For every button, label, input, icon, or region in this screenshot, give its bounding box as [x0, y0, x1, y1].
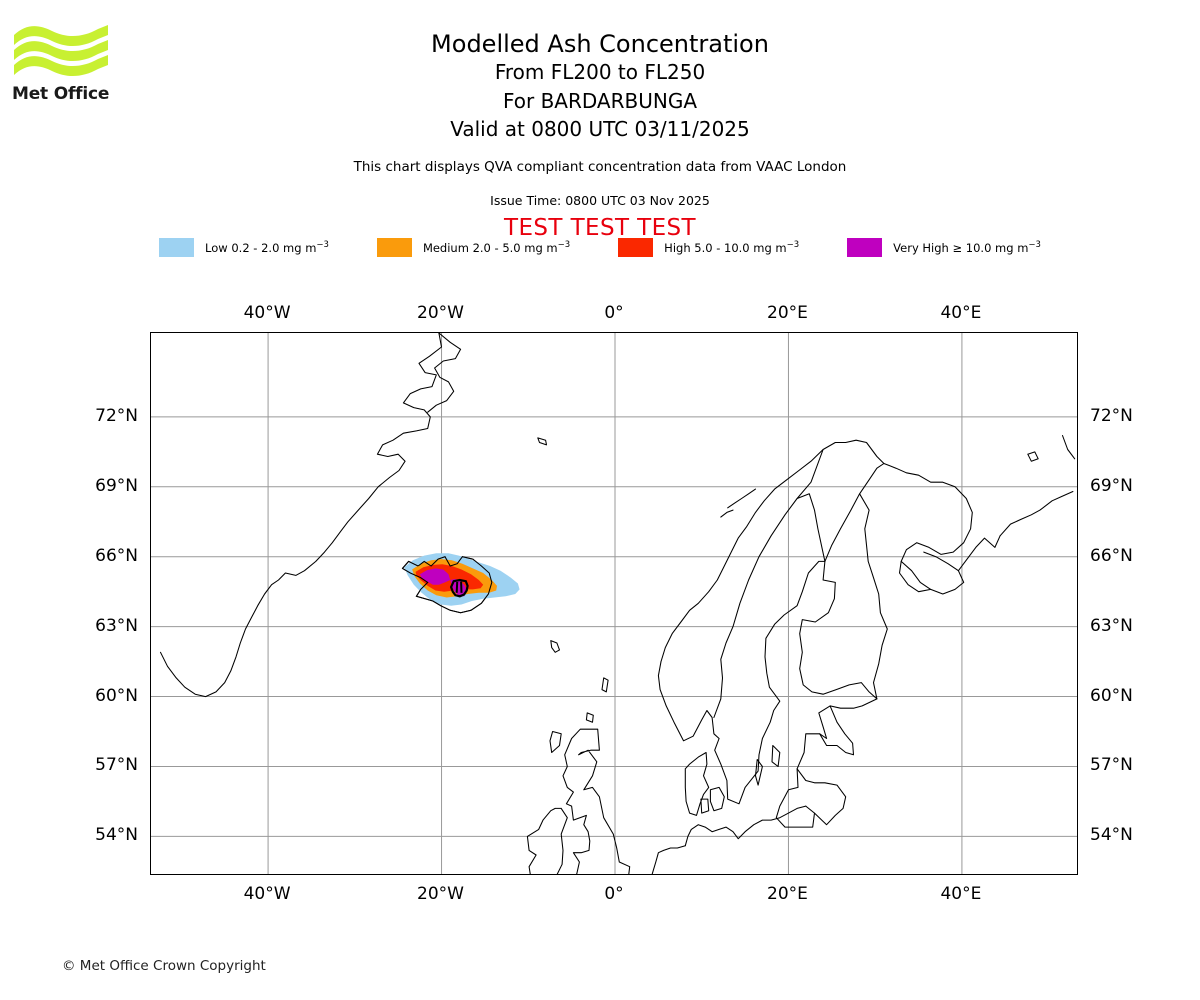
- legend-swatch-medium: [376, 238, 412, 257]
- lat-label-left-1: 69°N: [95, 475, 138, 496]
- met-office-brand-text: Met Office: [12, 84, 110, 104]
- legend-item-very-high: Very High ≥ 10.0 mg m−3: [847, 238, 1041, 257]
- legend-label-low: Low 0.2 - 2.0 mg m−3: [205, 240, 329, 255]
- volcano-name-line: For BARDARBUNGA: [502, 88, 698, 113]
- flight-level-line: From FL200 to FL250: [494, 60, 706, 85]
- coastline-segment-1: [427, 333, 462, 413]
- volcano-source-outline: [449, 578, 469, 598]
- coastline-segment-28: [898, 560, 932, 593]
- coastline-segment-7: [549, 730, 562, 754]
- coastline-segment-3: [537, 437, 548, 446]
- legend-swatch-high: [618, 238, 654, 257]
- lon-label-top-1: 20°W: [417, 303, 465, 323]
- coastline-segment-10: [657, 560, 878, 828]
- coastline-segment-31: [1061, 434, 1076, 460]
- copyright-footer: © Met Office Crown Copyright: [62, 958, 266, 974]
- coastline-segment-4: [550, 640, 561, 653]
- legend-item-low: Low 0.2 - 2.0 mg m−3: [159, 238, 329, 257]
- coastline-segment-13: [727, 488, 757, 509]
- coastline-segment-24: [796, 768, 847, 826]
- legend-label-very-high: Very High ≥ 10.0 mg m−3: [893, 240, 1041, 255]
- coastline-segment-5: [601, 677, 609, 693]
- coastline-segment-32: [1027, 451, 1039, 462]
- lon-label-bottom-1: 20°W: [417, 884, 465, 904]
- lat-label-right-2: 66°N: [1090, 545, 1133, 566]
- lat-label-right-5: 57°N: [1090, 755, 1133, 776]
- lat-label-right-3: 63°N: [1090, 615, 1133, 636]
- coastline-segment-11: [824, 462, 973, 595]
- valid-time-line: Valid at 0800 UTC 03/11/2025: [450, 117, 750, 142]
- lat-label-right-4: 60°N: [1090, 685, 1133, 706]
- coastline-segment-12: [660, 439, 885, 663]
- coastline-segment-17: [700, 798, 710, 814]
- coastline-segment-20: [684, 805, 807, 847]
- coastline-segment-19: [754, 758, 763, 786]
- chart-subtitle: This chart displays QVA compliant concen…: [353, 159, 847, 176]
- lat-label-right-0: 72°N: [1090, 405, 1133, 426]
- legend-swatch-very-high: [847, 238, 883, 257]
- legend-swatch-low: [159, 238, 195, 257]
- coastline-segment-14: [720, 509, 734, 518]
- coastline-iceland-overlay: [401, 556, 493, 614]
- coastline-segment-15: [684, 751, 710, 816]
- coastline-segment-9: [526, 807, 568, 874]
- map-coastlines: [159, 333, 1076, 874]
- legend-label-high: High 5.0 - 10.0 mg m−3: [664, 240, 800, 255]
- legend-item-medium: Medium 2.0 - 5.0 mg m−3: [376, 238, 571, 257]
- lat-label-left-2: 66°N: [95, 545, 138, 566]
- lon-label-top-3: 20°E: [767, 303, 808, 323]
- test-banner: TEST TEST TEST: [504, 215, 696, 242]
- coastline-segment-8: [562, 728, 631, 874]
- lon-label-bottom-4: 40°E: [940, 884, 982, 904]
- coastline-segment-27: [859, 493, 888, 700]
- lon-label-bottom-0: 40°W: [243, 884, 291, 904]
- map-area: 40°W 40°W 20°W 20°W 0° 0° 20°E 20°E 40°E 40°E 72°N…: [95, 303, 1133, 904]
- coastline-segment-6: [585, 712, 594, 723]
- lat-label-right-6: 54°N: [1090, 825, 1133, 846]
- issue-time: Issue Time: 0800 UTC 03 Nov 2025: [490, 193, 710, 209]
- ash-contour-very-high: [419, 568, 467, 597]
- coastline-segment-21: [651, 845, 686, 874]
- legend-label-medium: Medium 2.0 - 5.0 mg m−3: [422, 240, 571, 255]
- coastline-segment-18: [771, 744, 781, 768]
- lat-label-right-1: 69°N: [1090, 475, 1133, 496]
- coastline-segment-23: [819, 705, 855, 756]
- lat-label-left-6: 54°N: [95, 825, 138, 846]
- lon-label-top-0: 40°W: [243, 303, 291, 323]
- coastline-segment-30: [999, 490, 1074, 537]
- volcano-source-inner-0: [455, 581, 459, 593]
- lon-label-bottom-3: 20°E: [767, 884, 808, 904]
- page-title: Modelled Ash Concentration: [431, 30, 769, 58]
- concentration-legend: Low 0.2 - 2.0 mg m−3 Medium 2.0 - 5.0 mg …: [0, 238, 1200, 257]
- ash-plume-contours: [401, 553, 520, 614]
- met-office-logo: Met Office: [12, 22, 132, 112]
- lon-label-bottom-2: 0°: [604, 884, 624, 904]
- map-plot-frame: [150, 332, 1078, 875]
- lon-label-top-2: 0°: [604, 303, 624, 323]
- lon-label-top-4: 40°E: [940, 303, 982, 323]
- coastline-segment-25: [713, 448, 824, 719]
- lat-label-left-5: 57°N: [95, 755, 138, 776]
- title-block: Modelled Ash Concentration From FL200 to…: [0, 0, 1200, 241]
- lat-label-left-3: 63°N: [95, 615, 138, 636]
- met-office-waves-icon: [14, 25, 108, 77]
- map-gridlines: [151, 333, 1077, 874]
- map-canvas[interactable]: [151, 333, 1078, 875]
- coastline-segment-0: [159, 333, 443, 698]
- coastline-segment-16: [709, 786, 725, 812]
- coastline-segment-29: [957, 535, 1001, 572]
- lat-label-left-4: 60°N: [95, 685, 138, 706]
- lat-label-left-0: 72°N: [95, 405, 138, 426]
- coastline-segment-26: [796, 493, 826, 562]
- legend-item-high: High 5.0 - 10.0 mg m−3: [618, 238, 799, 257]
